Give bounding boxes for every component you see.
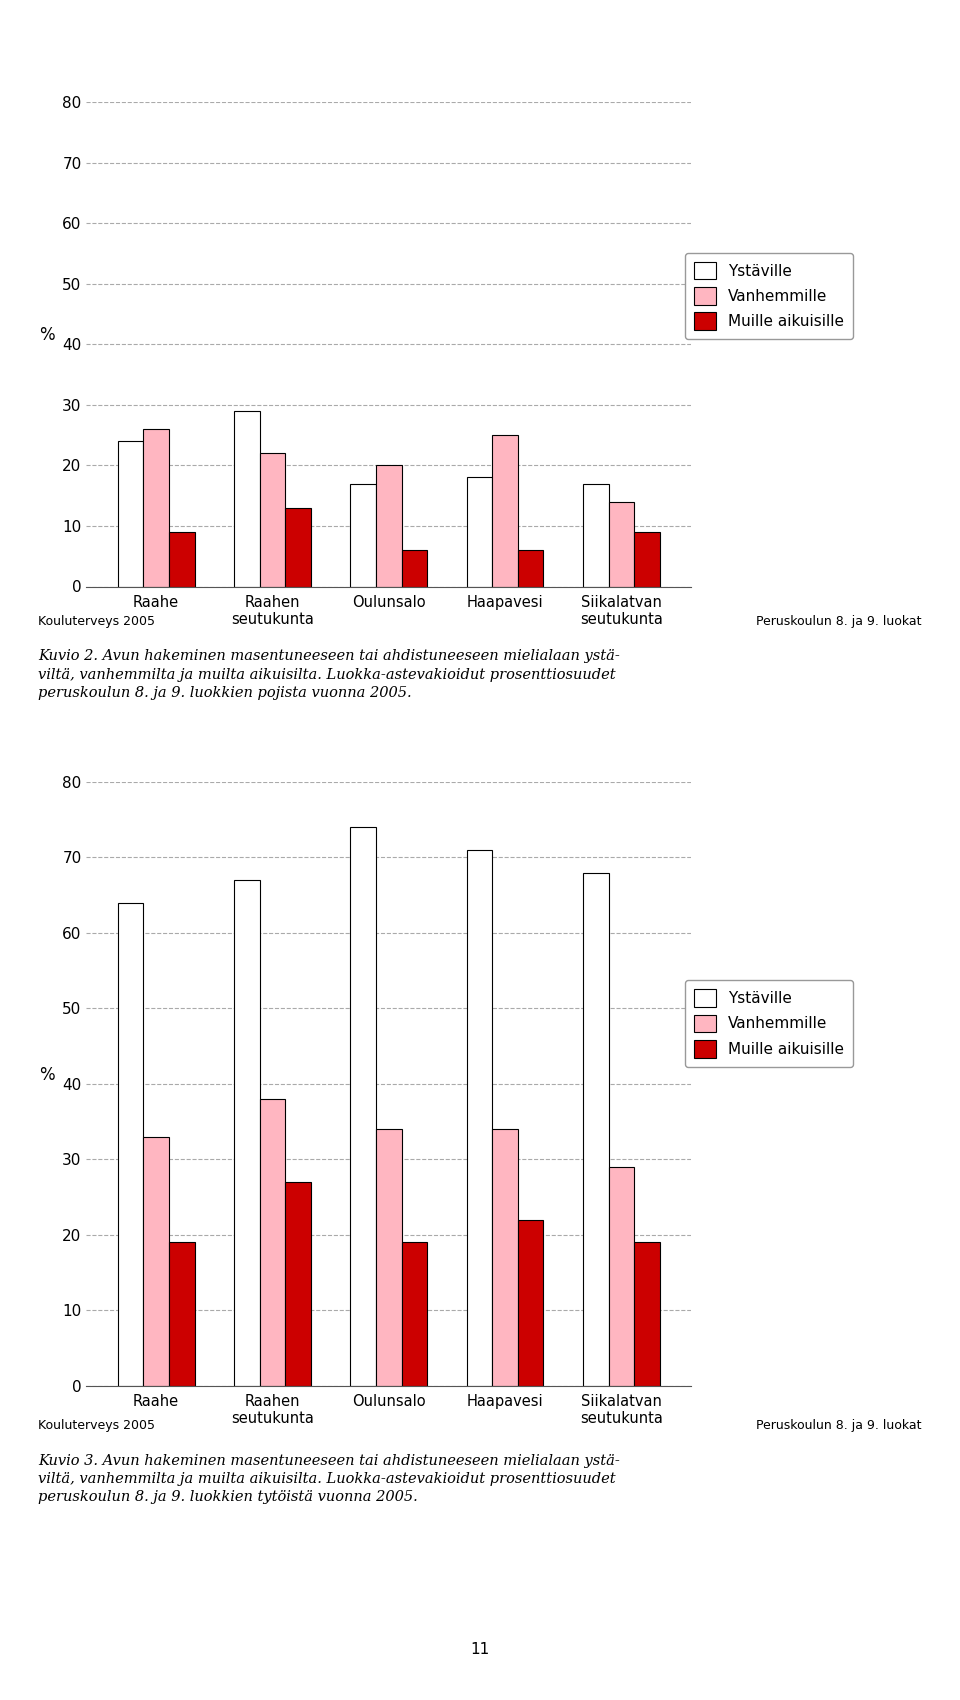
Text: Kuvio 3. Avun hakeminen masentuneeseen tai ahdistuneeseen mielialaan ystä-
viltä: Kuvio 3. Avun hakeminen masentuneeseen t… xyxy=(38,1454,620,1504)
Bar xyxy=(285,508,311,586)
Bar xyxy=(583,483,609,586)
Y-axis label: % : % xyxy=(39,1066,60,1085)
Bar xyxy=(118,442,143,586)
Bar xyxy=(401,1243,427,1386)
Bar xyxy=(285,1182,311,1386)
Bar xyxy=(260,454,285,586)
Bar xyxy=(609,502,635,586)
Y-axis label: % : % xyxy=(39,326,60,345)
Bar xyxy=(517,1219,543,1385)
Bar xyxy=(376,1129,401,1385)
Bar xyxy=(234,411,260,586)
Bar xyxy=(635,1243,660,1386)
Bar xyxy=(234,881,260,1386)
Legend: Ystäville, Vanhemmille, Muille aikuisille: Ystäville, Vanhemmille, Muille aikuisill… xyxy=(685,981,852,1066)
Bar xyxy=(635,532,660,586)
Text: Kouluterveys 2005: Kouluterveys 2005 xyxy=(38,615,156,629)
Text: Peruskoulun 8. ja 9. luokat: Peruskoulun 8. ja 9. luokat xyxy=(756,1420,922,1433)
Text: Kuvio 2. Avun hakeminen masentuneeseen tai ahdistuneeseen mielialaan ystä-
viltä: Kuvio 2. Avun hakeminen masentuneeseen t… xyxy=(38,649,620,700)
Bar xyxy=(467,478,492,586)
Bar xyxy=(583,872,609,1386)
Bar xyxy=(350,828,376,1386)
Bar xyxy=(143,428,169,586)
Bar xyxy=(169,532,195,586)
Bar xyxy=(467,850,492,1386)
Bar xyxy=(492,1129,517,1385)
Bar xyxy=(609,1166,635,1385)
Bar xyxy=(169,1243,195,1386)
Bar xyxy=(492,435,517,586)
Bar xyxy=(376,466,401,586)
Bar xyxy=(350,483,376,586)
Text: Peruskoulun 8. ja 9. luokat: Peruskoulun 8. ja 9. luokat xyxy=(756,615,922,629)
Text: Kouluterveys 2005: Kouluterveys 2005 xyxy=(38,1420,156,1433)
Bar xyxy=(401,551,427,586)
Bar xyxy=(260,1098,285,1386)
Bar xyxy=(517,551,543,586)
Bar xyxy=(143,1137,169,1385)
Legend: Ystäville, Vanhemmille, Muille aikuisille: Ystäville, Vanhemmille, Muille aikuisill… xyxy=(685,253,852,338)
Bar xyxy=(118,903,143,1386)
Text: 11: 11 xyxy=(470,1642,490,1658)
